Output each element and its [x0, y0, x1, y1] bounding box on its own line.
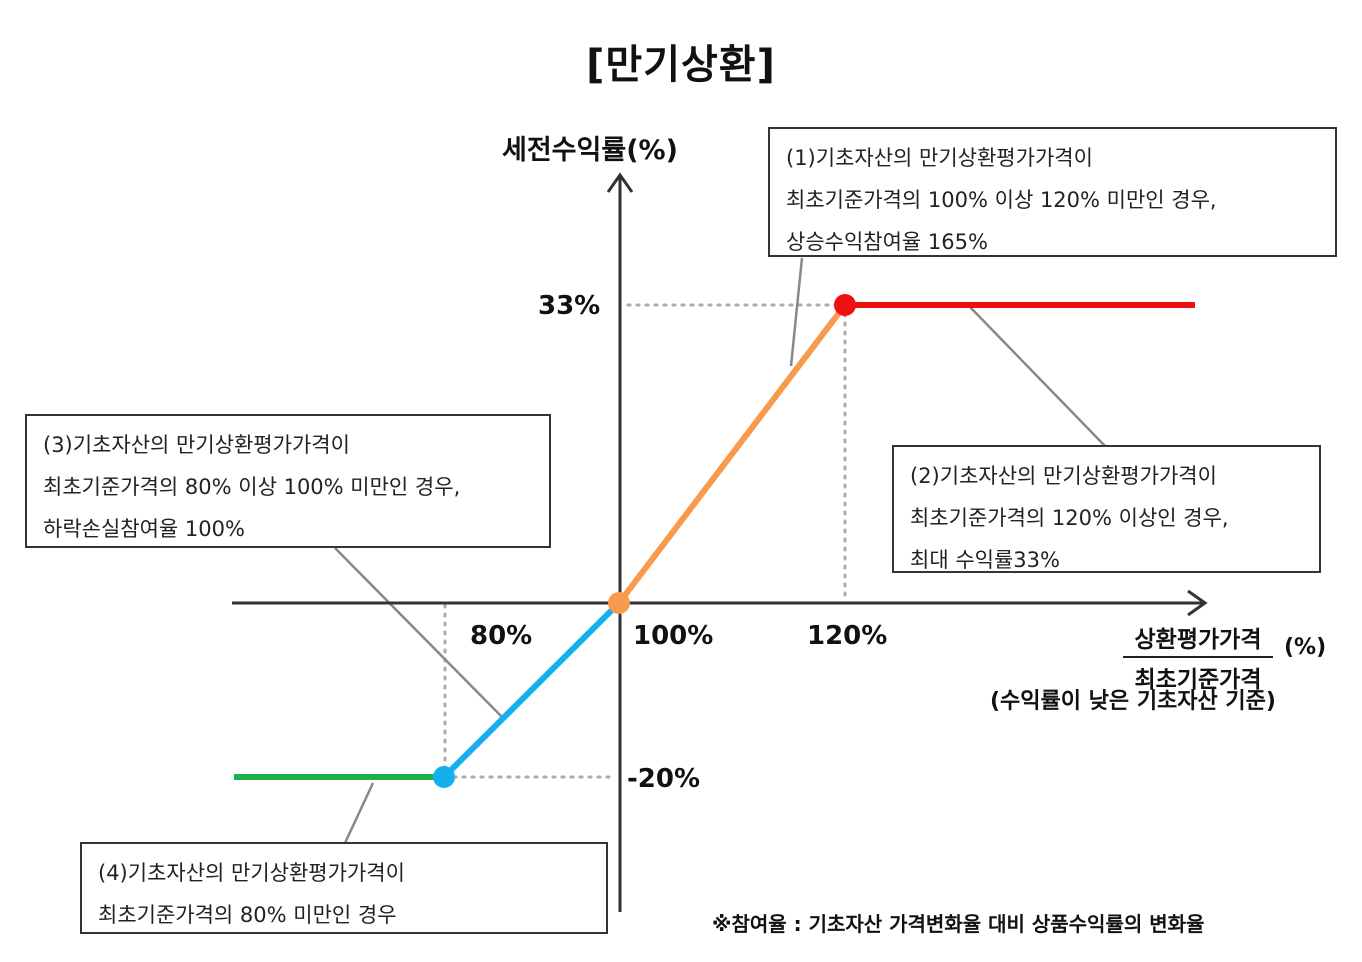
x-axis-denominator: 최초기준가격	[1134, 667, 1262, 693]
point-80	[433, 766, 455, 788]
callout-4: (4)기초자산의 만기상환평가가격이 최초기준가격의 80% 미만인 경우	[80, 842, 608, 934]
callout-1-line-1: (1)기초자산의 만기상환평가가격이	[786, 146, 1093, 170]
callout-4-line-2: 최초기준가격의 80% 미만인 경우	[98, 903, 397, 927]
x-axis-unit: (%)	[1284, 635, 1327, 660]
callout-3-line-1: (3)기초자산의 만기상환평가가격이	[43, 433, 350, 457]
callout-2: (2)기초자산의 만기상환평가가격이 최초기준가격의 120% 이상인 경우, …	[892, 445, 1321, 573]
callout-1-line-2: 최초기준가격의 100% 이상 120% 미만인 경우,	[786, 188, 1217, 212]
callout-3-line-3: 하락손실참여율 100%	[43, 517, 245, 541]
x-axis-label-fraction: 상환평가가격 최초기준가격	[1123, 620, 1273, 694]
leader-lines	[334, 257, 1106, 844]
tick-x-100: 100%	[633, 621, 714, 651]
guide-lines	[443, 303, 847, 779]
footnote: ※참여율 : 기초자산 가격변화율 대비 상품수익률의 변화율	[712, 912, 1205, 936]
x-axis-arrow-icon	[1187, 589, 1208, 617]
callout-3-line-2: 최초기준가격의 80% 이상 100% 미만인 경우,	[43, 475, 461, 499]
tick-x-120: 120%	[807, 621, 888, 651]
x-axis-basis: (수익률이 낮은 기초자산 기준)	[990, 689, 1276, 714]
segment-100-120	[616, 303, 848, 605]
tick-y-33: 33%	[538, 291, 601, 321]
callout-2-line-1: (2)기초자산의 만기상환평가가격이	[910, 464, 1217, 488]
point-120	[834, 294, 856, 316]
chart-title: [만기상환]	[586, 42, 776, 88]
tick-y-neg20: -20%	[627, 764, 701, 794]
callout-1: (1)기초자산의 만기상환평가가격이 최초기준가격의 100% 이상 120% …	[768, 127, 1337, 257]
callout-1-line-3: 상승수익참여율 165%	[786, 230, 988, 254]
y-axis-label: 세전수익률(%)	[502, 135, 678, 166]
tick-x-80: 80%	[470, 621, 533, 651]
y-axis-arrow-icon	[606, 172, 634, 193]
point-100	[608, 592, 630, 614]
callout-2-line-3: 최대 수익률33%	[910, 548, 1060, 572]
segment-80-100	[441, 600, 622, 780]
callout-3: (3)기초자산의 만기상환평가가격이 최초기준가격의 80% 이상 100% 미…	[25, 414, 551, 548]
x-axis-numerator: 상환평가가격	[1123, 620, 1273, 658]
axes	[232, 172, 1208, 912]
callout-2-line-2: 최초기준가격의 120% 이상인 경우,	[910, 506, 1229, 530]
callout-4-line-1: (4)기초자산의 만기상환평가가격이	[98, 861, 405, 885]
